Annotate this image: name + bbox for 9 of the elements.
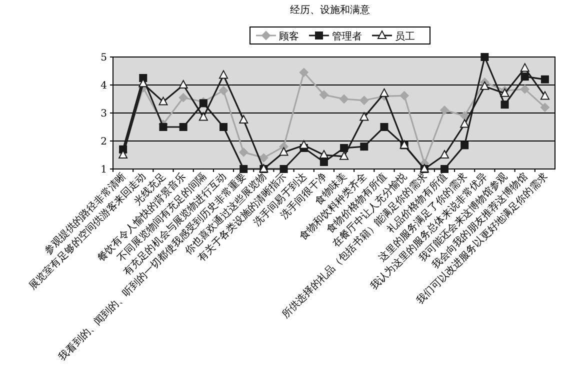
legend-label: 管理者 bbox=[332, 30, 362, 42]
y-tick-label: 5 bbox=[100, 52, 107, 64]
y-tick-label: 1 bbox=[100, 164, 107, 176]
legend-label: 顾客 bbox=[279, 30, 299, 42]
chart-title: 经历、设施和满意 bbox=[290, 4, 370, 16]
y-tick-label: 2 bbox=[100, 136, 107, 148]
y-tick-label: 3 bbox=[100, 108, 107, 120]
y-tick-label: 4 bbox=[100, 80, 107, 92]
legend-label: 员工 bbox=[395, 32, 415, 42]
